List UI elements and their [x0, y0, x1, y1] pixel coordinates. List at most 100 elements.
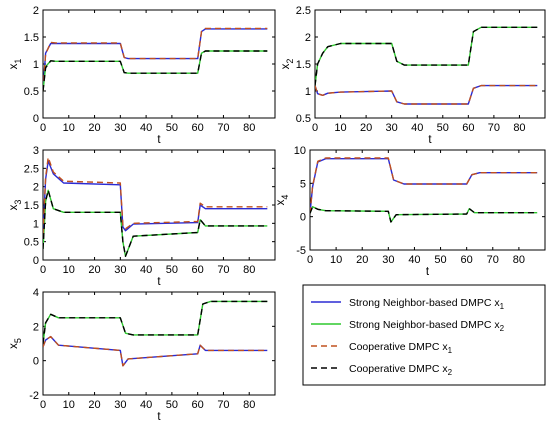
y-axis-label: x5: [8, 338, 23, 349]
x-tick-label: 30: [114, 122, 126, 134]
legend-label: Cooperative DMPC x2: [349, 363, 453, 377]
x-tick-label: 80: [243, 264, 255, 276]
x-tick-label: 40: [140, 122, 152, 134]
x-tick-label: 50: [166, 399, 178, 411]
y-tick-label: 2: [305, 32, 311, 44]
y-tick-label: 0.5: [24, 237, 39, 249]
y-axis-label: x1: [8, 59, 23, 70]
x-tick-label: 10: [63, 264, 75, 276]
x-tick-label: 10: [334, 122, 346, 134]
y-tick-label: 5: [300, 178, 306, 190]
y-tick-label: 0: [33, 113, 39, 125]
x-tick-label: 80: [513, 122, 525, 134]
x-tick-label: 70: [488, 122, 500, 134]
x-tick-label: 60: [462, 122, 474, 134]
x-tick-label: 10: [330, 254, 342, 266]
x-tick-label: 50: [437, 122, 449, 134]
y-tick-label: 1.5: [24, 32, 39, 44]
x-tick-label: 80: [243, 399, 255, 411]
subplot-x2: 0 10 20 30 40 50 60 70 80 0.5 1 1.5 2 2.5 t x2: [280, 5, 546, 146]
x-tick-label: 20: [356, 254, 368, 266]
series-line-coop_x2: [315, 26, 538, 86]
plot-area: [42, 291, 276, 396]
legend-entry-sn_x1: Strong Neighbor-based DMPC x1: [311, 297, 505, 311]
y-axis-label: x3: [8, 200, 23, 211]
x-tick-label: 30: [382, 254, 394, 266]
x-tick-label: 0: [40, 122, 46, 134]
x-tick-label: 70: [217, 399, 229, 411]
x-tick-label: 50: [166, 264, 178, 276]
y-axis-label: x4: [275, 195, 290, 206]
y-tick-label: 1.5: [296, 59, 311, 71]
x-tick-label: 50: [434, 254, 446, 266]
x-tick-label: 10: [63, 122, 75, 134]
x-tick-label: 10: [63, 399, 75, 411]
x-tick-label: 0: [307, 254, 313, 266]
legend-label: Cooperative DMPC x1: [349, 341, 453, 355]
plot-area: [314, 9, 546, 119]
y-tick-label: 0: [33, 356, 39, 368]
y-tick-label: 2: [33, 5, 39, 17]
y-tick-label: 2: [33, 182, 39, 194]
x-tick-label: 60: [461, 254, 473, 266]
x-tick-label: 70: [487, 254, 499, 266]
series-line-coop_x2: [43, 300, 268, 344]
series-line-coop_x1: [310, 157, 538, 214]
x-tick-label: 40: [408, 254, 420, 266]
y-tick-label: 1: [305, 86, 311, 98]
y-tick-label: -5: [296, 245, 306, 257]
y-tick-label: 0.5: [296, 113, 311, 125]
plot-area: [42, 149, 276, 261]
y-tick-label: 0.5: [24, 86, 39, 98]
y-tick-label: 1.5: [24, 200, 39, 212]
x-axis-label: t: [157, 134, 161, 146]
y-tick-label: 2.5: [24, 163, 39, 175]
y-tick-label: 0: [300, 212, 306, 224]
legend-entry-coop_x2: Cooperative DMPC x2: [311, 363, 453, 377]
series-line-coop_x2: [43, 50, 268, 92]
x-axis-label: t: [157, 276, 161, 288]
y-tick-label: 2: [33, 321, 39, 333]
plot-area: [42, 9, 276, 119]
legend-entry-sn_x2: Strong Neighbor-based DMPC x2: [311, 319, 505, 333]
x-tick-label: 60: [192, 122, 204, 134]
series-line-coop_x1: [43, 335, 268, 367]
y-tick-label: 1: [33, 218, 39, 230]
x-tick-label: 80: [513, 254, 525, 266]
y-axis-label: x2: [280, 59, 295, 70]
x-axis-label: t: [157, 411, 161, 423]
series-line-coop_x1: [315, 84, 538, 105]
series-line-coop_x1: [43, 156, 268, 235]
x-tick-label: 0: [40, 264, 46, 276]
x-tick-label: 40: [140, 399, 152, 411]
x-tick-label: 60: [192, 399, 204, 411]
x-tick-label: 20: [88, 122, 100, 134]
legend-box: [302, 284, 546, 386]
plot-area: [309, 149, 546, 251]
x-tick-label: 30: [114, 264, 126, 276]
y-tick-label: 1: [33, 59, 39, 71]
y-tick-label: 10: [294, 145, 306, 157]
x-tick-label: 40: [140, 264, 152, 276]
series-line-coop_x1: [43, 27, 268, 92]
x-tick-label: 50: [166, 122, 178, 134]
legend: Strong Neighbor-based DMPC x1 Strong Neig…: [302, 284, 546, 386]
y-tick-label: 4: [33, 287, 39, 299]
x-tick-label: 20: [88, 399, 100, 411]
x-tick-label: 70: [217, 122, 229, 134]
x-tick-label: 40: [411, 122, 423, 134]
subplot-x3: 0 10 20 30 40 50 60 70 80 0 0.5 1 1.5 2 2.5 3 t x3: [8, 145, 276, 288]
legend-entry-coop_x1: Cooperative DMPC x1: [311, 341, 453, 355]
series-line-coop_x2: [310, 205, 538, 223]
x-axis-label: t: [426, 266, 430, 278]
x-tick-label: 30: [386, 122, 398, 134]
x-tick-label: 20: [360, 122, 372, 134]
legend-label: Strong Neighbor-based DMPC x2: [349, 319, 505, 333]
x-tick-label: 80: [243, 122, 255, 134]
x-tick-label: 60: [192, 264, 204, 276]
x-tick-label: 30: [114, 399, 126, 411]
x-tick-label: 20: [88, 264, 100, 276]
